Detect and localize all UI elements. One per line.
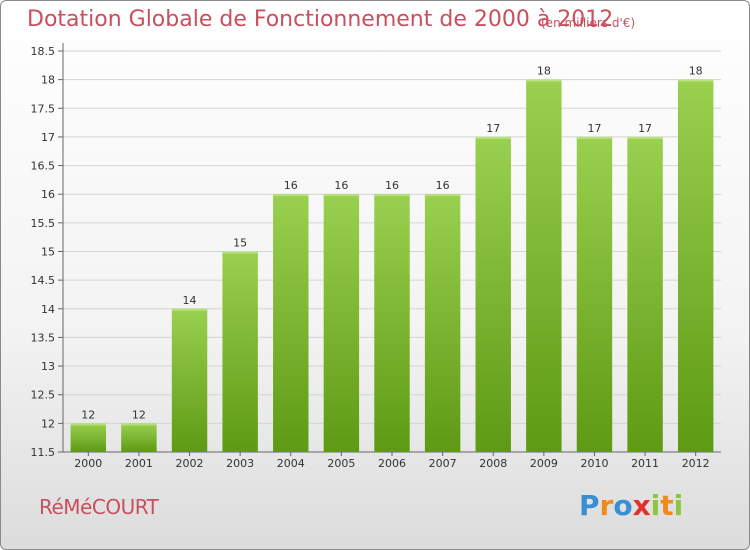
bar-highlight (222, 251, 258, 254)
x-tick-label: 2000 (74, 457, 102, 470)
data-label: 17 (587, 122, 601, 135)
commune-name: RéMéCOURT (39, 495, 159, 519)
chart-title: Dotation Globale de Fonctionnement de 20… (27, 7, 614, 32)
bar-highlight (627, 136, 663, 139)
data-label: 14 (183, 294, 197, 307)
y-tick-label: 16.5 (31, 160, 56, 173)
x-tick-label: 2007 (429, 457, 457, 470)
bar-highlight (70, 423, 107, 426)
y-tick-label: 18.5 (31, 45, 56, 58)
bar (171, 308, 208, 452)
bar (323, 194, 360, 452)
brand-letter: o (613, 489, 633, 522)
bars (70, 79, 714, 453)
x-tick-label: 2004 (277, 457, 305, 470)
y-tick-label: 17.5 (31, 102, 56, 115)
y-tick-label: 14 (41, 303, 55, 316)
data-label: 16 (334, 179, 348, 192)
bar (475, 136, 511, 452)
x-tick-label: 2001 (125, 457, 153, 470)
brand-letter: i (673, 489, 684, 522)
bar-highlight (121, 423, 157, 426)
data-label: 16 (284, 179, 298, 192)
bar-highlight (677, 79, 714, 82)
data-label: 18 (689, 65, 703, 78)
brand-letter: x (632, 489, 651, 522)
data-label: 15 (233, 237, 247, 250)
brand-letter: P (579, 489, 600, 522)
bar (627, 136, 663, 452)
y-tick-label: 11.5 (31, 446, 56, 459)
x-tick-label: 2012 (682, 457, 710, 470)
bar (677, 79, 714, 453)
y-tick-label: 12 (41, 417, 55, 430)
data-label: 16 (385, 179, 399, 192)
bar-highlight (526, 79, 562, 82)
chart-subtitle: (en milliers d'€) (541, 16, 636, 30)
bar-highlight (273, 194, 309, 197)
x-tick-label: 2011 (631, 457, 659, 470)
x-tick-label: 2006 (378, 457, 406, 470)
x-tick-label: 2008 (479, 457, 507, 470)
bar (424, 194, 461, 452)
y-tick-label: 13.5 (31, 331, 56, 344)
x-tick-label: 2002 (176, 457, 204, 470)
x-tick-label: 2010 (580, 457, 608, 470)
brand-logo: Proxiti (579, 489, 683, 522)
brand-letter: t (660, 489, 674, 522)
bar-highlight (576, 136, 613, 139)
bar-highlight (424, 194, 461, 197)
bar (70, 423, 107, 452)
brand-letter: r (599, 489, 614, 522)
labels: 11.5 12 12.5 13 13.5 14 14.5 15 15.5 16 16.5 17 17.5… (31, 45, 710, 470)
x-tick-label: 2003 (226, 457, 254, 470)
bar-highlight (374, 194, 410, 197)
x-tick-label: 2009 (530, 457, 558, 470)
bar (222, 251, 258, 452)
bar-highlight (475, 136, 511, 139)
data-label: 17 (638, 122, 652, 135)
bar (526, 79, 562, 453)
bar-highlight (171, 308, 208, 311)
y-tick-label: 16 (41, 188, 55, 201)
y-tick-label: 15 (41, 246, 55, 259)
bar-highlight (323, 194, 360, 197)
bar (576, 136, 613, 452)
data-label: 17 (486, 122, 500, 135)
x-tick-label: 2005 (327, 457, 355, 470)
bar (273, 194, 309, 452)
bar (121, 423, 157, 452)
data-label: 18 (537, 65, 551, 78)
y-tick-label: 13 (41, 360, 55, 373)
data-label: 12 (81, 408, 95, 421)
y-tick-label: 15.5 (31, 217, 56, 230)
data-label: 16 (436, 179, 450, 192)
y-tick-label: 14.5 (31, 274, 56, 287)
bar (374, 194, 410, 452)
brand-letter: i (650, 489, 661, 522)
y-tick-label: 18 (41, 74, 55, 87)
y-tick-label: 17 (41, 131, 55, 144)
data-label: 12 (132, 408, 146, 421)
y-tick-label: 12.5 (31, 389, 56, 402)
